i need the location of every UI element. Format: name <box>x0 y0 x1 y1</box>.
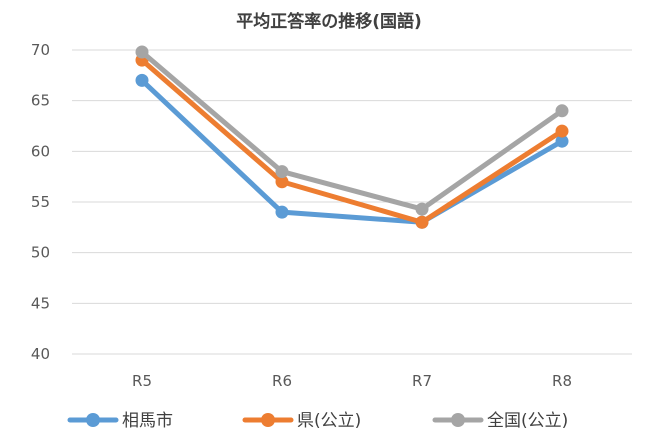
legend-label: 県(公立) <box>297 411 361 431</box>
data-point <box>415 202 429 216</box>
y-tick-label: 50 <box>31 244 50 262</box>
legend-item: 相馬市 <box>67 411 173 431</box>
data-point <box>555 134 569 148</box>
data-point <box>135 45 149 59</box>
legend-label: 相馬市 <box>122 411 173 431</box>
series-line <box>139 49 565 212</box>
legend-swatch-marker <box>86 413 100 427</box>
x-tick-label: R7 <box>412 372 432 390</box>
y-tick-label: 60 <box>31 142 50 160</box>
legend-label: 全国(公立) <box>487 411 568 431</box>
y-tick-label: 40 <box>31 345 50 363</box>
x-axis-ticks: R5 R6 R7 R8 <box>132 372 572 390</box>
legend-item: 県(公立) <box>242 411 361 431</box>
data-point <box>275 175 289 189</box>
y-axis-ticks: 40 45 50 55 60 65 70 <box>31 41 50 363</box>
x-tick-label: R8 <box>552 372 572 390</box>
data-point <box>555 104 569 118</box>
y-tick-label: 45 <box>31 294 50 312</box>
data-point <box>135 73 149 87</box>
y-tick-label: 55 <box>31 193 50 211</box>
series-lines <box>135 45 569 229</box>
data-point <box>415 215 429 229</box>
y-tick-label: 70 <box>31 41 50 59</box>
chart-title: 平均正答率の推移(国語) <box>236 11 422 32</box>
series-line <box>139 57 565 225</box>
y-tick-label: 65 <box>31 92 50 110</box>
x-tick-label: R6 <box>272 372 292 390</box>
legend-swatch-marker <box>451 413 465 427</box>
data-point <box>555 124 569 138</box>
data-point <box>275 165 289 179</box>
legend-swatch-marker <box>261 413 275 427</box>
legend: 相馬市 県(公立) 全国(公立) <box>67 411 568 431</box>
x-tick-label: R5 <box>132 372 152 390</box>
series-3 <box>135 45 569 216</box>
series-line <box>139 77 565 225</box>
data-point <box>275 205 289 219</box>
legend-item: 全国(公立) <box>432 411 568 431</box>
